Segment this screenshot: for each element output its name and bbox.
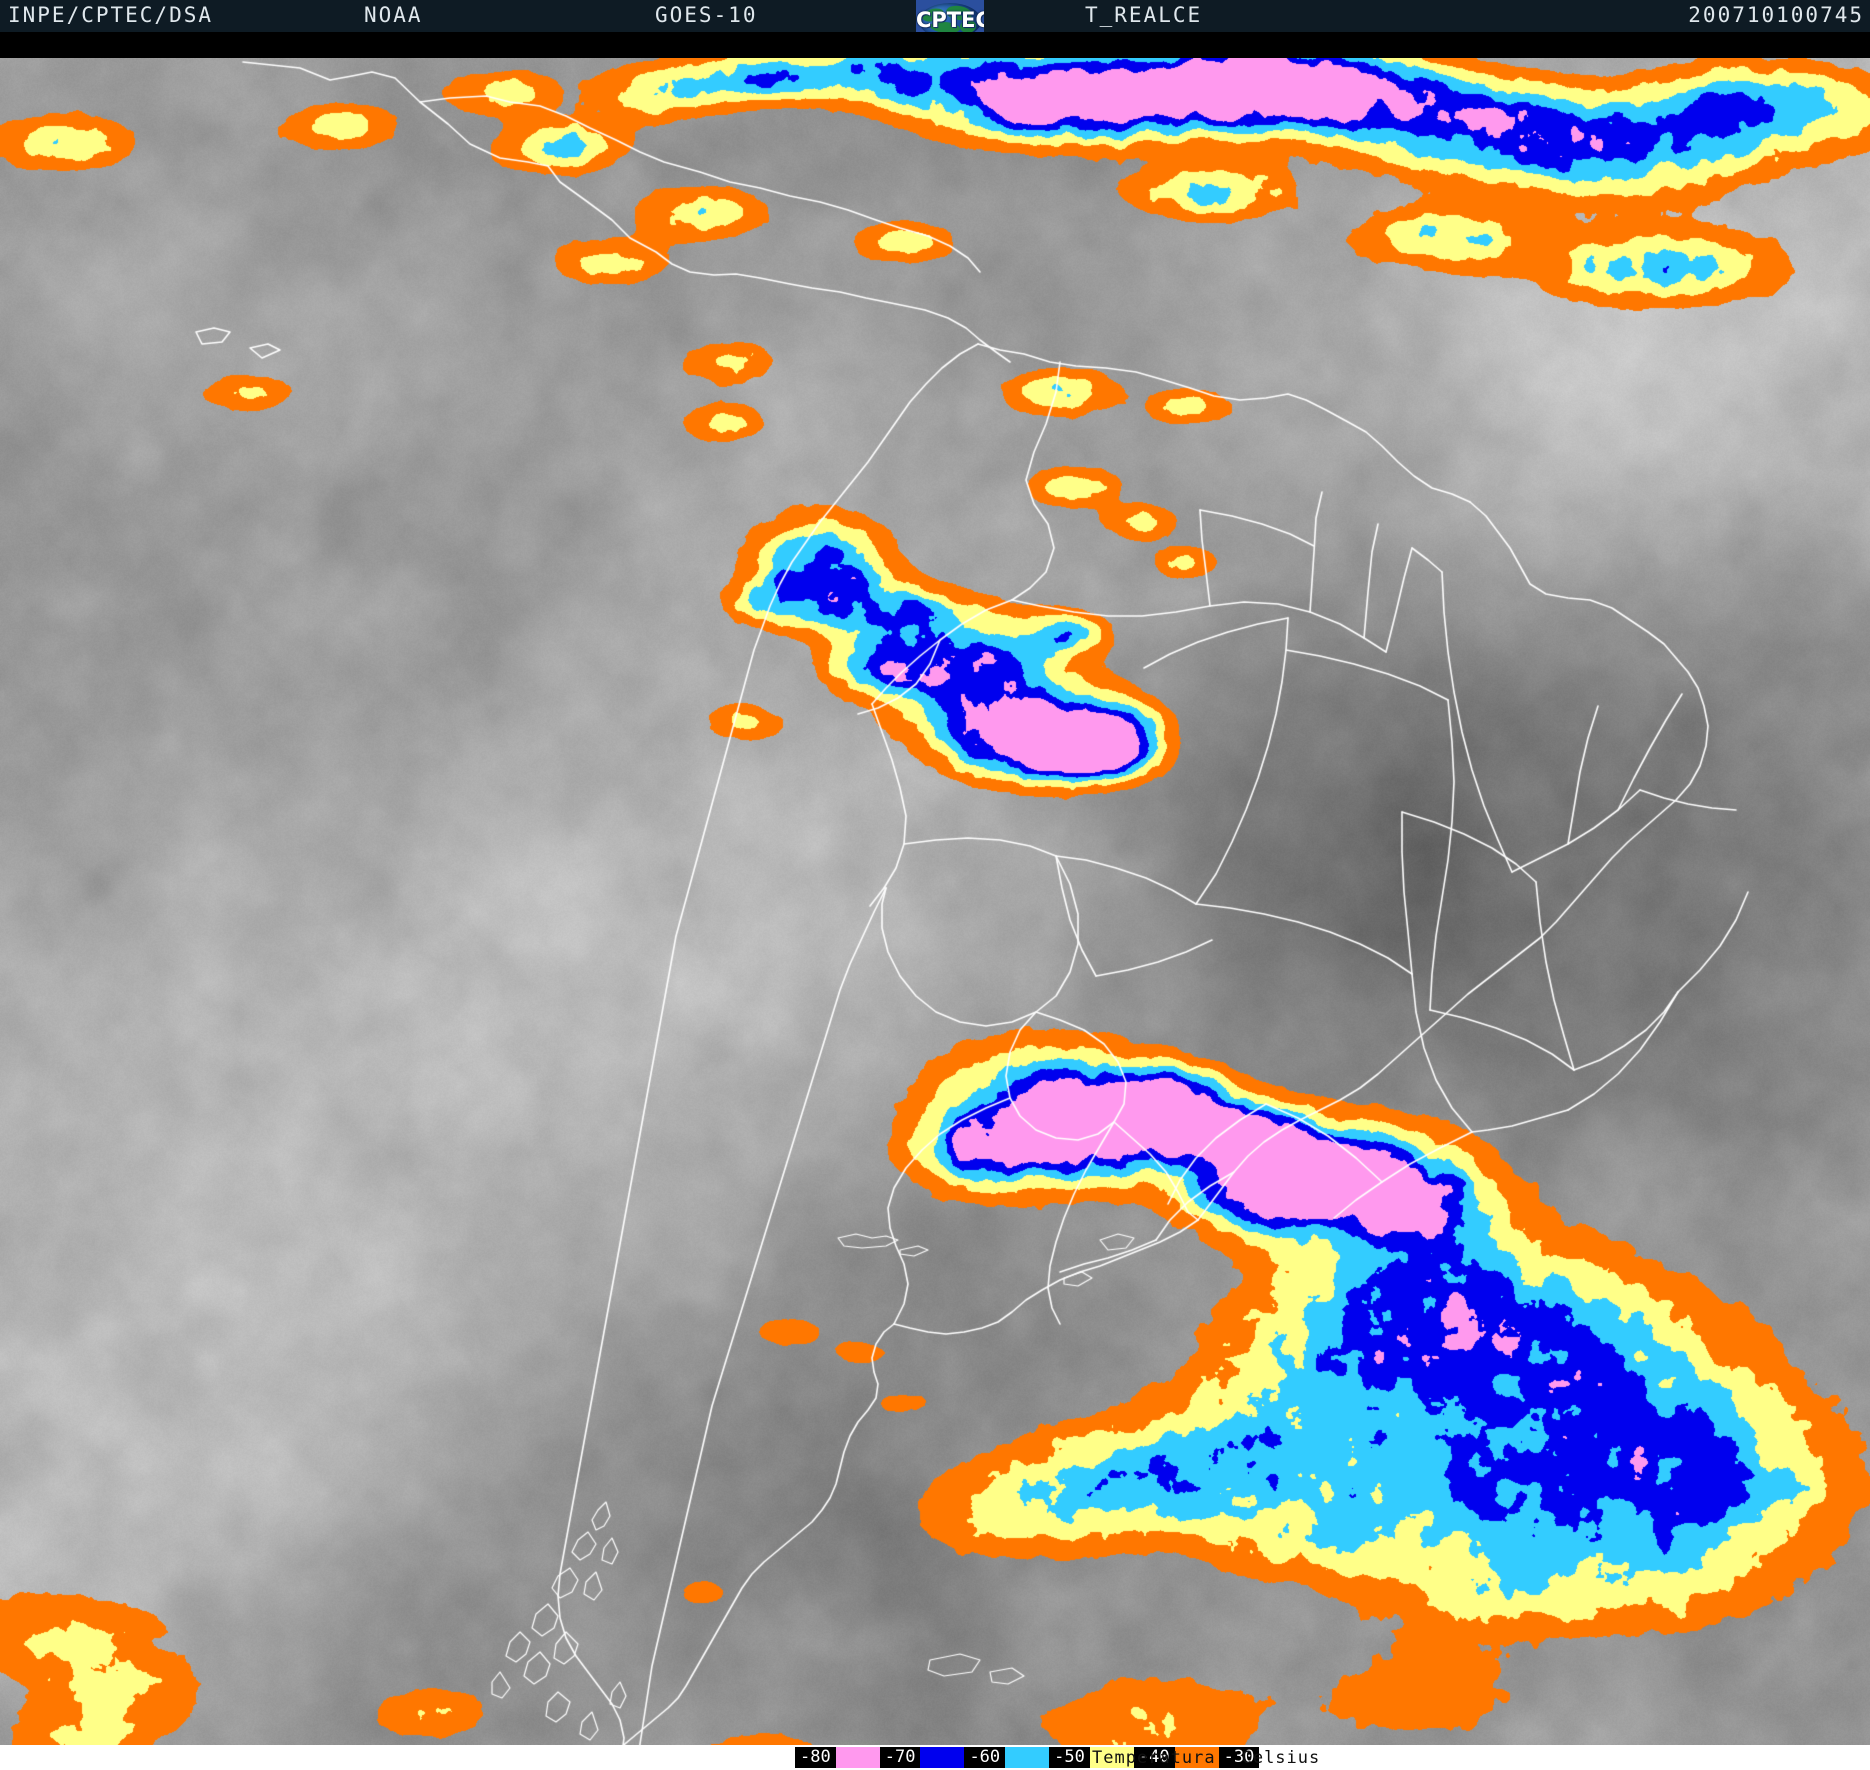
header-institution: INPE/CPTEC/DSA <box>8 3 214 27</box>
legend-bar: -80 -70 -60 -50 -40 -30 Temperatura Celsius <box>0 1745 1870 1770</box>
header-timestamp: 200710100745 <box>1688 3 1864 27</box>
colorbar-swatch-orange <box>1174 1747 1219 1768</box>
colorbar-swatch-blue <box>920 1747 965 1768</box>
colorbar-swatch-magenta <box>835 1747 880 1768</box>
colorbar-tick: -80 <box>795 1747 836 1768</box>
header-bar: INPE/CPTEC/DSA NOAA GOES-10 T_REALCE 200… <box>0 0 1870 32</box>
header-satellite: GOES-10 <box>655 3 758 27</box>
satellite-image <box>0 32 1870 1745</box>
header-agency: NOAA <box>364 3 423 27</box>
colorbar-tick: -60 <box>964 1747 1006 1768</box>
colorbar-tick: -30 <box>1218 1747 1260 1768</box>
colorbar-swatch-yellow <box>1089 1747 1134 1768</box>
image-top-black-band <box>0 32 1870 58</box>
legend-caption-main: Temperatura <box>1092 1748 1216 1768</box>
colorbar-tick: -70 <box>879 1747 921 1768</box>
logo-label: CPTEC <box>916 8 984 32</box>
colorbar-tick: -40 <box>1133 1747 1175 1768</box>
colorbar-swatch-cyan <box>1005 1747 1050 1768</box>
satellite-raster <box>0 32 1870 1745</box>
cptec-logo-icon: CPTEC <box>916 0 984 32</box>
colorbar-tick: -50 <box>1049 1747 1090 1768</box>
header-product: T_REALCE <box>1085 3 1203 27</box>
legend-caption: Temperatura Celsius <box>1092 1748 1320 1768</box>
temperature-colorbar: -80 -70 -60 -50 -40 -30 <box>795 1747 1260 1768</box>
legend-caption-unit: Celsius <box>1241 1748 1321 1768</box>
